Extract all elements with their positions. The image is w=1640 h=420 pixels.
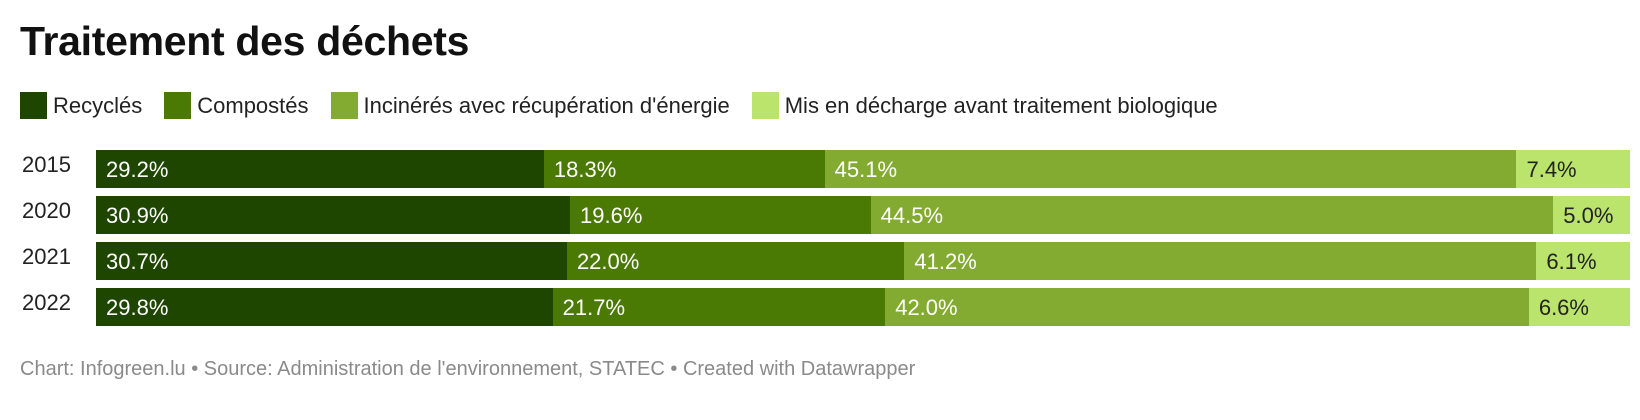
category-label: 2020 [22, 198, 71, 223]
bar-segment: 21.7% [552, 288, 886, 326]
legend-item: Recyclés [20, 92, 142, 119]
data-label: 7.4% [1526, 157, 1577, 182]
data-label: 29.2% [106, 157, 169, 182]
legend-item: Mis en décharge avant traitement biologi… [751, 92, 1218, 119]
bar-segment: 41.2% [904, 242, 1537, 280]
stacked-bar-chart: 2015 29.2% 18.3% 45.1% 7.4% 2020 30.9% 19.6% 44.… [20, 150, 1630, 340]
chart-title: Traitement des déchets [20, 18, 470, 64]
bar-segment: 18.3% [543, 150, 825, 188]
chart-footer: Chart: Infogreen.lu • Source: Administra… [20, 358, 916, 380]
stacked-bar: 30.7% 22.0% 41.2% 6.1% [96, 242, 1630, 280]
legend-item: Compostés [164, 92, 309, 119]
bar-row: 2015 29.2% 18.3% 45.1% 7.4% [20, 150, 1630, 188]
legend: Recyclés Compostés Incinérés avec récupéra… [20, 92, 1218, 119]
data-label: 21.7% [562, 295, 626, 320]
data-label: 44.5% [880, 203, 944, 228]
bar-row: 2020 30.9% 19.6% 44.5% 5.0% [20, 196, 1630, 234]
data-label: 22.0% [576, 249, 640, 274]
bar-segment: 45.1% [824, 150, 1517, 188]
stacked-bar: 29.8% 21.7% 42.0% 6.6% [96, 288, 1630, 326]
bar-segment: 7.4% [1516, 150, 1630, 188]
bar-segment: 19.6% [570, 196, 871, 234]
stacked-bar: 29.2% 18.3% 45.1% 7.4% [96, 150, 1630, 188]
bar-row: 2022 29.8% 21.7% 42.0% 6.6% [20, 288, 1630, 326]
bar-segment: 29.2% [96, 150, 544, 188]
bar-segment: 44.5% [870, 196, 1554, 234]
data-label: 41.2% [914, 249, 977, 274]
stacked-bar: 30.9% 19.6% 44.5% 5.0% [96, 196, 1630, 234]
category-label: 2021 [22, 244, 71, 269]
data-label: 18.3% [553, 157, 617, 182]
data-label: 5.0% [1563, 203, 1614, 228]
data-label: 45.1% [834, 157, 898, 182]
legend-label: Mis en décharge avant traitement biologi… [784, 92, 1218, 118]
data-label: 29.8% [106, 295, 169, 320]
data-label: 19.6% [580, 203, 643, 228]
bar-segment: 5.0% [1553, 196, 1630, 234]
legend-swatch [20, 92, 47, 119]
bar-segment: 30.9% [96, 196, 570, 234]
bar-segment: 6.6% [1528, 288, 1630, 326]
legend-item: Incinérés avec récupération d'énergie [330, 92, 730, 119]
bar-segment: 22.0% [566, 242, 905, 280]
bar-segment: 29.8% [96, 288, 553, 326]
legend-label: Recyclés [53, 92, 143, 118]
legend-swatch [330, 92, 358, 119]
bar-segment: 30.7% [96, 242, 567, 280]
data-label: 42.0% [895, 295, 958, 320]
bar-segment: 6.1% [1536, 242, 1630, 280]
category-label: 2022 [22, 290, 71, 315]
data-label: 6.1% [1546, 249, 1597, 274]
data-label: 30.7% [106, 249, 169, 274]
legend-label: Incinérés avec récupération d'énergie [363, 92, 730, 118]
data-label: 30.9% [106, 203, 169, 228]
legend-swatch [751, 92, 779, 119]
legend-label: Compostés [197, 92, 309, 118]
bar-segment: 42.0% [885, 288, 1529, 326]
data-label: 6.6% [1538, 295, 1589, 320]
legend-swatch [164, 92, 192, 119]
category-label: 2015 [22, 152, 71, 177]
bar-row: 2021 30.7% 22.0% 41.2% 6.1% [20, 242, 1630, 280]
